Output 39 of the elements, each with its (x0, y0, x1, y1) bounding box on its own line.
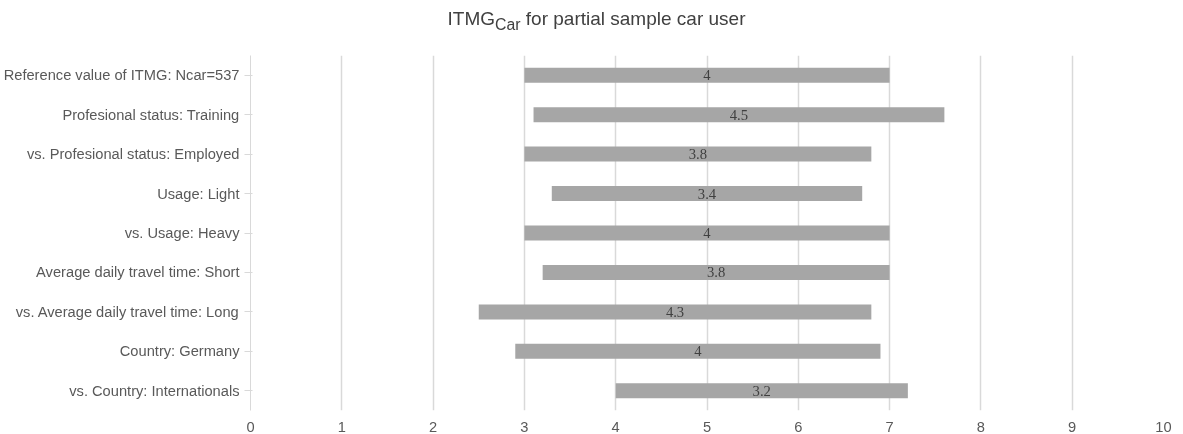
x-tick-label: 6 (794, 418, 803, 434)
x-tick-label: 5 (702, 418, 712, 434)
data-label: 4 (703, 67, 712, 84)
y-tick-label: Average daily travel time: Short (36, 264, 240, 281)
bar (533, 107, 945, 123)
data-label: 3.4 (697, 185, 717, 202)
x-tick-label: 1 (337, 418, 346, 434)
data-label: 3.8 (706, 264, 726, 281)
y-tick-label: vs. Country: Internationals (69, 382, 240, 399)
data-label: 3.2 (752, 382, 771, 399)
bar (542, 264, 890, 280)
y-tick-label: Usage: Light (157, 185, 240, 202)
data-label: 4 (694, 343, 703, 360)
y-tick-label: vs. Profesional status: Employed (26, 146, 240, 163)
bar (524, 67, 890, 83)
bar (615, 383, 908, 399)
y-tick-label: vs. Usage: Heavy (124, 225, 241, 241)
y-tick-label: vs. Average daily travel time: Long (15, 303, 239, 320)
x-tick-label: 0 (246, 418, 255, 434)
bar (524, 146, 872, 162)
y-tick-label: Profesional status: Training (62, 106, 240, 123)
data-label: 3.8 (688, 146, 708, 163)
bar (515, 343, 881, 359)
data-label: 4.5 (729, 106, 749, 123)
data-label: 4 (703, 225, 712, 241)
x-tick-label: 3 (520, 418, 529, 434)
x-tick-label: 7 (885, 418, 894, 434)
chart-title: ITMG$_{Car}$ for partial sample car user (447, 7, 746, 35)
y-tick-label: Reference value of ITMG: Ncar=537 (3, 67, 240, 84)
bar (524, 225, 890, 241)
y-tick-label: Country: Germany (119, 343, 241, 360)
data-label: 4.3 (665, 303, 685, 320)
bar (478, 304, 872, 320)
x-tick-label: 8 (976, 418, 985, 434)
x-tick-label: 4 (611, 418, 620, 434)
x-tick-label: 9 (1068, 418, 1077, 434)
bar (551, 186, 863, 202)
x-tick-label: 2 (429, 418, 438, 434)
x-tick-label: 10 (1155, 418, 1172, 434)
